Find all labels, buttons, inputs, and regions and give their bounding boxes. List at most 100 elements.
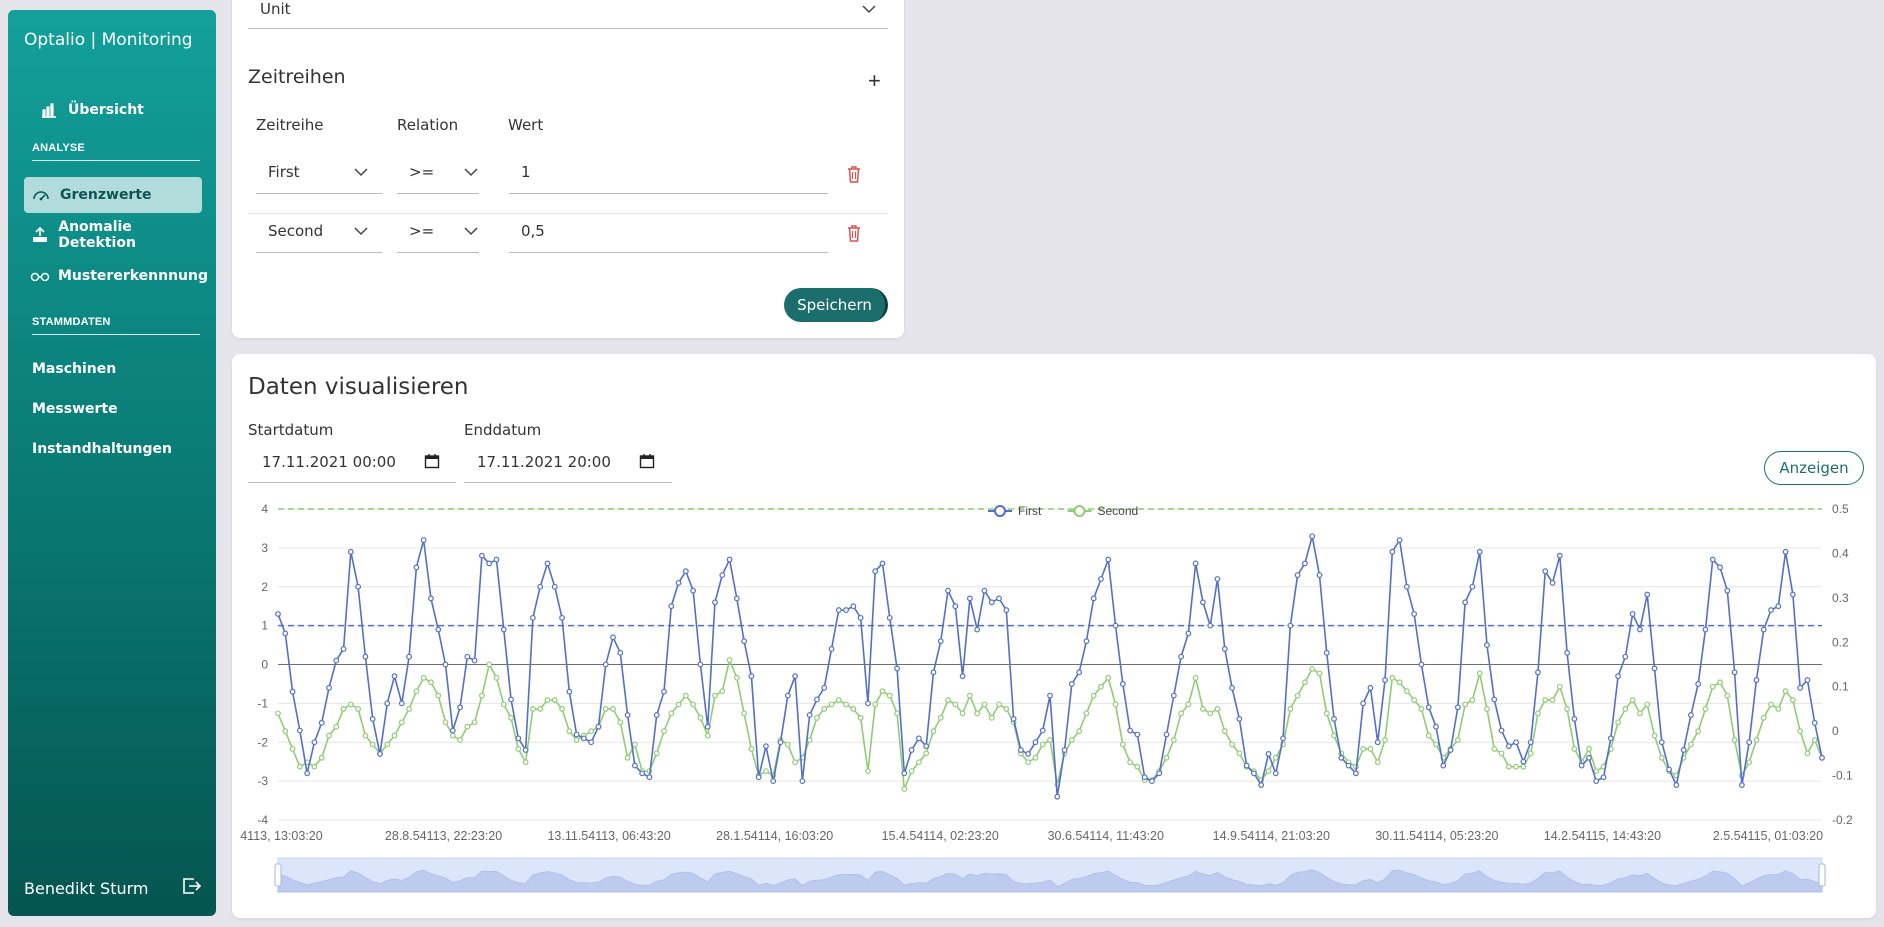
data-point xyxy=(1637,626,1643,633)
data-point xyxy=(296,763,303,770)
data-point xyxy=(617,719,624,726)
sidebar-item-machines[interactable]: Maschinen xyxy=(32,361,117,377)
data-point xyxy=(966,595,973,602)
data-point xyxy=(1258,782,1265,788)
data-point xyxy=(413,688,420,695)
zoom-handle-left[interactable] xyxy=(274,863,282,887)
data-point xyxy=(1367,684,1374,691)
data-point xyxy=(959,673,966,680)
data-point xyxy=(1083,710,1090,717)
sidebar-item-measures[interactable]: Messwerte xyxy=(32,401,118,417)
unit-select-value[interactable]: Unit xyxy=(260,0,291,18)
data-point xyxy=(1549,697,1556,703)
sidebar-item-label: Grenzwerte xyxy=(60,187,152,203)
add-row-icon[interactable]: + xyxy=(868,68,881,93)
data-point xyxy=(1367,746,1374,752)
data-point xyxy=(930,669,937,676)
data-point xyxy=(1454,704,1461,711)
data-point xyxy=(1331,716,1337,722)
data-point xyxy=(588,739,595,746)
data-point xyxy=(479,552,485,559)
data-point xyxy=(617,649,624,656)
data-point xyxy=(894,710,900,717)
value-input[interactable]: 0,5 xyxy=(521,222,545,240)
chevron-down-icon[interactable] xyxy=(464,226,478,236)
data-point xyxy=(435,692,442,699)
data-point xyxy=(391,732,398,739)
data-point xyxy=(559,614,565,621)
data-point xyxy=(1418,661,1425,668)
zoom-handle-right[interactable] xyxy=(1818,863,1826,887)
data-point xyxy=(500,626,507,633)
data-point xyxy=(559,706,565,712)
chevron-down-icon[interactable] xyxy=(354,167,368,177)
data-point xyxy=(1396,679,1403,686)
data-point xyxy=(333,723,340,730)
calendar-icon[interactable] xyxy=(424,453,440,469)
data-point xyxy=(1615,673,1621,680)
sidebar-item-label: Anomalie Detektion xyxy=(58,219,136,251)
data-point xyxy=(712,599,718,606)
relation-select-value[interactable]: >= xyxy=(409,222,435,240)
data-point xyxy=(1527,739,1534,746)
start-date-input[interactable]: 17.11.2021 00:00 xyxy=(262,453,396,471)
value-input[interactable]: 1 xyxy=(521,163,531,181)
data-point xyxy=(843,701,849,708)
x-tick-label: 13.11.54113, 06:43:20 xyxy=(547,829,670,843)
relation-select-value[interactable]: >= xyxy=(409,163,435,181)
logout-icon[interactable] xyxy=(182,877,202,900)
data-point xyxy=(1702,706,1709,712)
data-point xyxy=(719,572,726,578)
data-point xyxy=(537,706,544,712)
series-select-value[interactable]: First xyxy=(268,163,300,181)
sidebar-item-anomaly[interactable]: Anomalie Detektion xyxy=(24,217,202,253)
trash-icon[interactable] xyxy=(846,224,862,242)
data-point xyxy=(1214,706,1221,712)
data-point xyxy=(1476,548,1483,555)
data-point xyxy=(923,750,930,757)
data-point xyxy=(1119,681,1126,687)
data-point xyxy=(1382,677,1388,683)
data-point xyxy=(697,714,704,721)
data-point xyxy=(1695,681,1702,687)
data-point xyxy=(1593,778,1600,785)
sidebar-item-maintenance[interactable]: Instandhaltungen xyxy=(32,441,172,457)
x-tick-label: 2.5.54115, 01:03:20 xyxy=(1713,829,1823,843)
data-point xyxy=(712,692,718,699)
trash-icon[interactable] xyxy=(846,165,862,183)
data-point xyxy=(1535,669,1541,676)
data-point xyxy=(602,706,609,712)
data-point xyxy=(1469,583,1476,590)
data-point xyxy=(1141,774,1148,781)
data-point xyxy=(479,692,485,699)
save-button[interactable]: Speichern xyxy=(784,288,888,322)
series-select-value[interactable]: Second xyxy=(268,222,324,240)
sidebar-item-overview[interactable]: Übersicht xyxy=(24,92,202,128)
data-point xyxy=(311,739,318,746)
calendar-icon[interactable] xyxy=(639,453,655,469)
data-point xyxy=(1032,739,1039,746)
data-point xyxy=(1629,611,1636,617)
chevron-down-icon[interactable] xyxy=(862,4,876,14)
sidebar-item-limits[interactable]: Grenzwerte xyxy=(24,177,202,213)
data-point xyxy=(1003,607,1010,613)
data-point xyxy=(1236,716,1243,722)
data-point xyxy=(1374,759,1381,766)
data-point xyxy=(1556,552,1563,559)
data-point xyxy=(355,706,362,712)
data-point xyxy=(1491,746,1498,752)
y-left-tick-label: -4 xyxy=(257,813,268,827)
data-point xyxy=(493,674,500,681)
data-point xyxy=(1462,701,1469,708)
data-point xyxy=(1090,595,1097,602)
data-point xyxy=(1542,568,1549,575)
end-date-input[interactable]: 17.11.2021 20:00 xyxy=(477,453,611,471)
data-point xyxy=(1673,782,1680,788)
data-point xyxy=(471,657,478,664)
chevron-down-icon[interactable] xyxy=(354,226,368,236)
data-point xyxy=(1462,599,1469,606)
show-button[interactable]: Anzeigen xyxy=(1764,451,1864,485)
sidebar-item-pattern[interactable]: Mustererkennnung xyxy=(24,258,208,294)
data-point xyxy=(1323,649,1330,656)
chevron-down-icon[interactable] xyxy=(464,167,478,177)
